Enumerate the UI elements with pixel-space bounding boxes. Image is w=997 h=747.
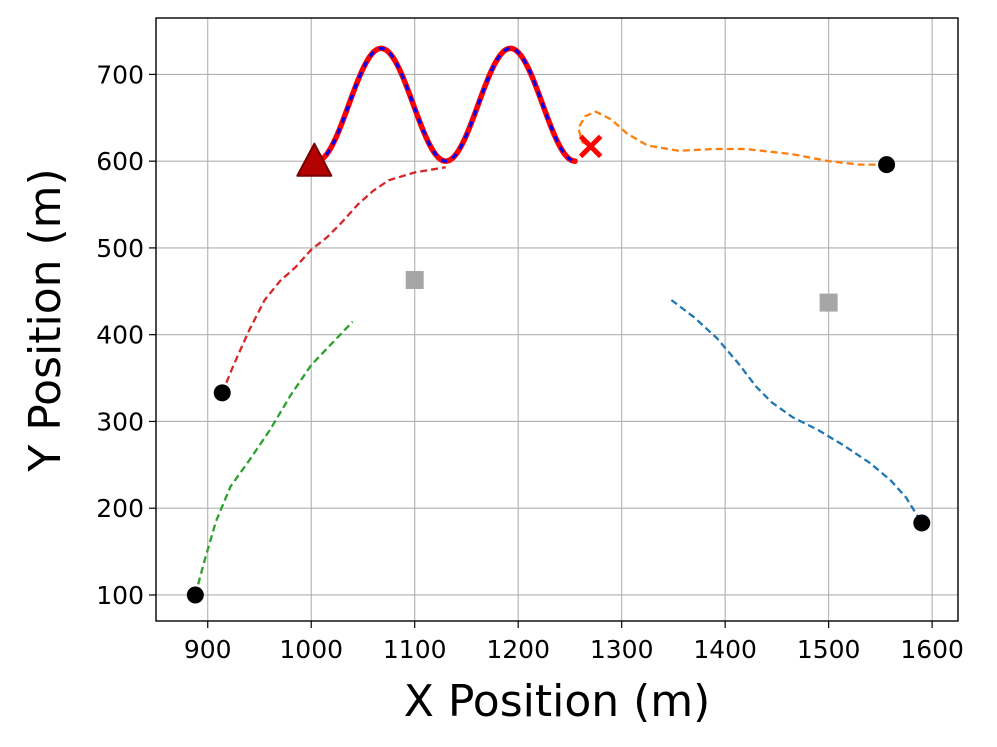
x-tick-label: 1600 [900,635,964,664]
sinusoid-path-overlay [316,46,576,163]
origin-triangle-marker [296,142,333,177]
dashed-trajectory-2 [577,110,887,166]
axis-ticks: 900 1000 1100 1200 1300 1400 1500 1600 100 200 300… [96,60,964,664]
x-tick-label: 900 [184,635,232,664]
y-axis-label: Y Position (m) [20,168,71,472]
y-tick-label: 100 [96,581,144,610]
x-tick-label: 1200 [486,635,550,664]
y-tick-label: 500 [96,234,144,263]
x-tick-label: 1100 [383,635,447,664]
y-tick-label: 700 [96,60,144,89]
x-tick-label: 1500 [797,635,861,664]
trajectory-markers [186,134,931,604]
start-point-marker [213,384,231,402]
y-tick-label: 300 [96,407,144,436]
dashed-trajectory-4 [221,166,446,394]
grid-lines [156,18,958,621]
dashed-trajectory-3 [194,320,354,596]
dashed-trajectory-1 [670,299,923,524]
plot-frame [155,17,959,622]
start-point-marker [913,514,931,532]
x-tick-label: 1000 [279,635,343,664]
y-tick-label: 400 [96,321,144,350]
sinusoid-path-series [313,45,578,164]
target-x-marker [578,134,603,159]
y-tick-label: 200 [96,494,144,523]
x-axis-label: X Position (m) [404,676,711,727]
x-tick-label: 1400 [693,635,757,664]
y-tick-label: 600 [96,147,144,176]
start-point-marker [878,156,896,174]
landmark-square-marker [405,271,424,290]
x-tick-label: 1300 [590,635,654,664]
trajectory-series [194,45,923,596]
start-point-marker [186,586,204,604]
landmark-square-marker [819,293,838,312]
